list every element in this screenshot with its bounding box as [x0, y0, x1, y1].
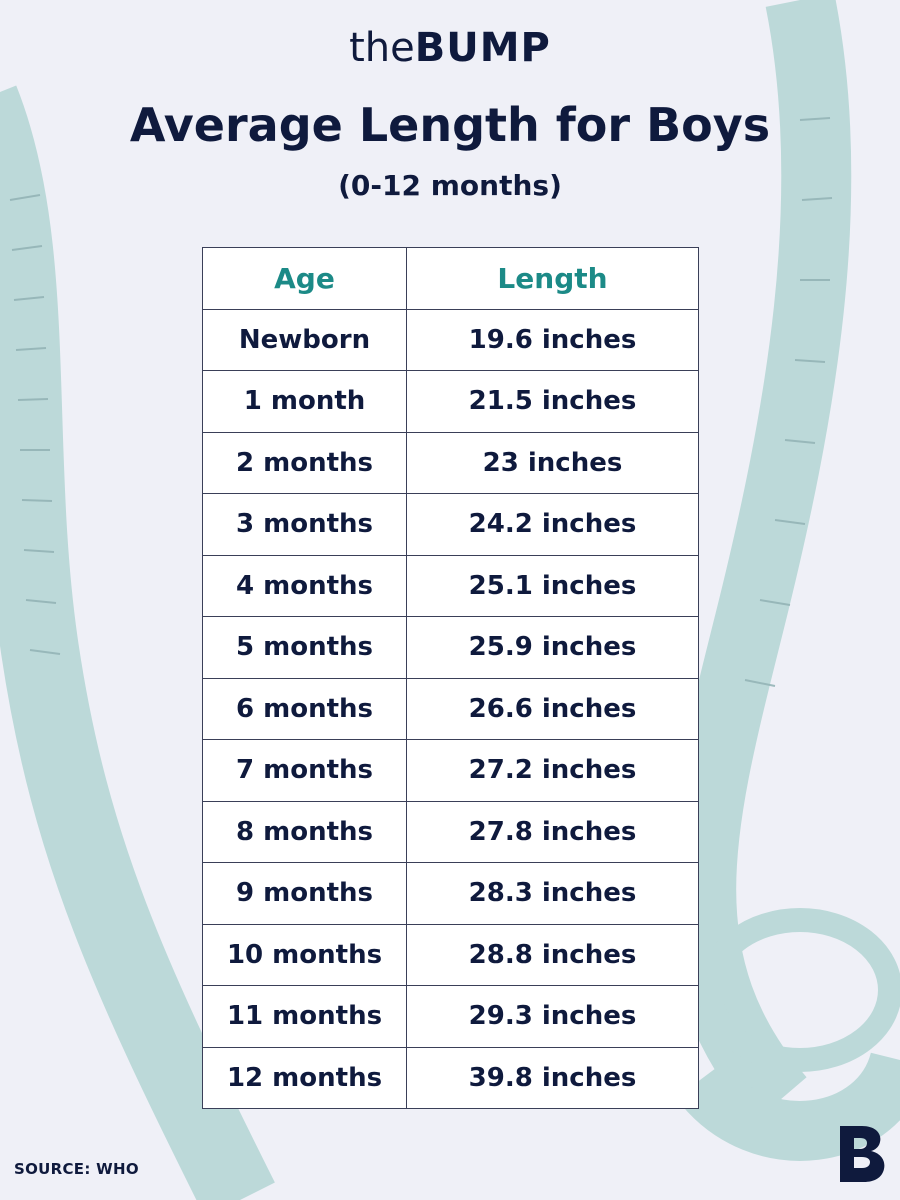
age-cell: 2 months: [202, 431, 407, 494]
length-cell: 21.5 inches: [406, 370, 699, 433]
age-cell: 11 months: [202, 985, 407, 1048]
table-body: Newborn 19.6 inches 1 month 21.5 inches 2 mo…: [202, 308, 699, 1109]
length-cell: 23 inches: [406, 431, 699, 494]
table-row: 5 months 25.9 inches: [202, 616, 699, 679]
table-row: 4 months 25.1 inches: [202, 554, 699, 617]
age-cell: 3 months: [202, 493, 407, 556]
table-header-row: Age Length: [202, 247, 699, 310]
age-cell: 8 months: [202, 800, 407, 863]
table-row: 3 months 24.2 inches: [202, 493, 699, 556]
table-row: 6 months 26.6 inches: [202, 677, 699, 740]
logo-prefix: the: [349, 25, 415, 71]
logo-brand: BUMP: [414, 25, 551, 71]
length-cell: 26.6 inches: [406, 677, 699, 740]
length-cell: 28.8 inches: [406, 923, 699, 986]
table-row: 7 months 27.2 inches: [202, 739, 699, 802]
age-cell: 6 months: [202, 677, 407, 740]
age-cell: 5 months: [202, 616, 407, 679]
table-row: 11 months 29.3 inches: [202, 985, 699, 1048]
table-row: 12 months 39.8 inches: [202, 1046, 699, 1109]
table-row: 10 months 28.8 inches: [202, 923, 699, 986]
length-table: Age Length Newborn 19.6 inches 1 month 21.5…: [202, 247, 699, 1109]
length-cell: 39.8 inches: [406, 1046, 699, 1109]
header-age: Age: [202, 247, 407, 310]
length-cell: 28.3 inches: [406, 862, 699, 925]
age-cell: 9 months: [202, 862, 407, 925]
table-row: Newborn 19.6 inches: [202, 308, 699, 371]
table-row: 9 months 28.3 inches: [202, 862, 699, 925]
chart-title: Average Length for Boys: [129, 98, 771, 152]
age-cell: 7 months: [202, 739, 407, 802]
header-length: Length: [406, 247, 699, 310]
chart-subtitle: (0-12 months): [338, 169, 562, 202]
bump-brand-icon: [840, 1126, 885, 1182]
age-cell: 4 months: [202, 554, 407, 617]
length-cell: 25.1 inches: [406, 554, 699, 617]
length-cell: 29.3 inches: [406, 985, 699, 1048]
age-cell: 12 months: [202, 1046, 407, 1109]
the-bump-logo: theBUMP: [0, 24, 900, 72]
table-row: 2 months 23 inches: [202, 431, 699, 494]
source-note: SOURCE: WHO: [14, 1160, 139, 1178]
length-cell: 19.6 inches: [406, 308, 699, 371]
length-cell: 25.9 inches: [406, 616, 699, 679]
table-row: 1 month 21.5 inches: [202, 370, 699, 433]
table-row: 8 months 27.8 inches: [202, 800, 699, 863]
age-cell: 10 months: [202, 923, 407, 986]
length-cell: 27.2 inches: [406, 739, 699, 802]
length-cell: 27.8 inches: [406, 800, 699, 863]
length-cell: 24.2 inches: [406, 493, 699, 556]
age-cell: 1 month: [202, 370, 407, 433]
age-cell: Newborn: [202, 308, 407, 371]
